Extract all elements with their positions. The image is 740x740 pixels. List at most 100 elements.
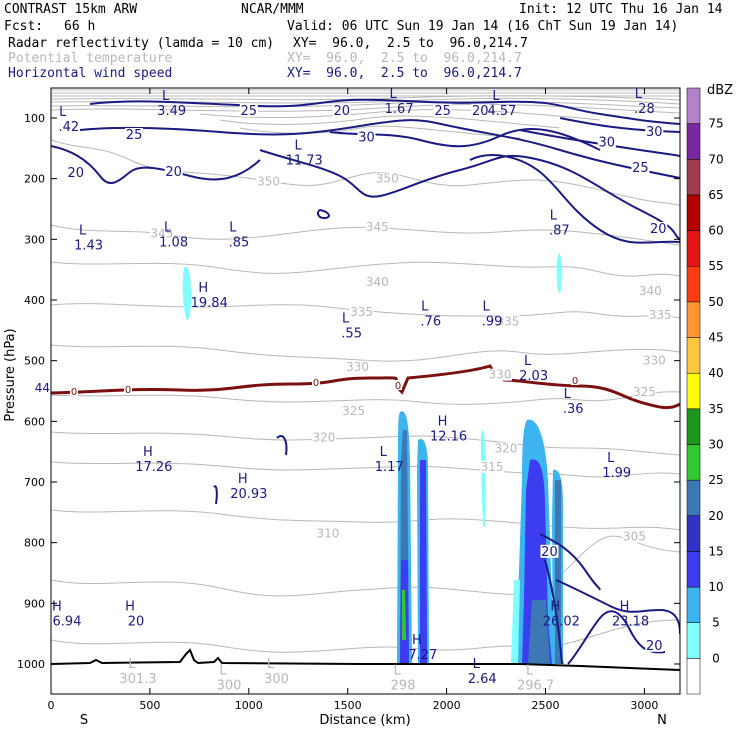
colorbar-level-12: 60 — [708, 224, 723, 238]
theta-label-13: 325 — [633, 385, 656, 399]
colorbar-level-3: 15 — [708, 544, 723, 558]
zero-label-1: 0 — [125, 385, 131, 396]
wind-20-loop-2 — [316, 208, 330, 220]
colorbar-level-9: 45 — [708, 331, 723, 345]
theta-305 — [51, 535, 680, 597]
theta-label-bg-10 — [488, 368, 513, 381]
theta-350 — [51, 139, 680, 206]
wind-label-13: 20 — [646, 639, 663, 654]
wind-label-6: 30 — [599, 135, 616, 150]
field-2-name: Potential temperature — [8, 51, 173, 66]
theta-label-bg-8 — [648, 309, 673, 322]
echo-2450km-shade — [528, 600, 550, 664]
theta-label-4: 340 — [366, 275, 389, 289]
x-tick-label-1: 500 — [139, 699, 160, 712]
wind-label-4: 25 — [126, 128, 143, 143]
marker-type-8: L — [229, 220, 237, 235]
zero-label-0: 0 — [71, 387, 77, 398]
fcst-value: 66 h — [64, 19, 96, 34]
theta-label-8: 335 — [649, 308, 672, 322]
zero-label-2: 0 — [313, 378, 319, 389]
marker-type-18: L — [380, 445, 388, 460]
extremum-label-layer: L3.49L1.67L4.57L.28L.42L11.73L1.43L1.08L… — [51, 87, 655, 693]
marker-type-21: H — [52, 600, 62, 615]
marker-value-31: 300 — [264, 672, 289, 687]
marker-value-6: 1.43 — [74, 238, 103, 253]
theta-label-bg-2 — [149, 227, 174, 240]
marker-type-30: L — [219, 663, 227, 678]
marker-type-15: L — [564, 387, 572, 402]
colorbar-level-14: 70 — [708, 152, 723, 166]
terrain-line — [51, 648, 680, 671]
echo-2350km — [511, 580, 520, 664]
zero-label-bg-3 — [394, 380, 402, 390]
wind-25-upper — [79, 119, 680, 179]
colorbar-swatch-2 — [686, 586, 701, 623]
colorbar-swatch-6 — [686, 444, 701, 481]
theta-330 — [51, 344, 680, 362]
theta-label-bg-4 — [365, 275, 390, 288]
marker-type-12: L — [421, 299, 429, 314]
marker-value-25: 7.27 — [408, 648, 437, 663]
theta-label-7: 335 — [496, 314, 519, 328]
theta-340 — [51, 261, 680, 277]
marker-value-11: .55 — [341, 326, 362, 341]
x-axis: 0 500 1000 1500 2000 2500 3000 — [48, 88, 658, 712]
colorbar-swatch-0 — [686, 658, 701, 695]
theta-325 — [51, 391, 680, 405]
marker-type-22: H — [125, 600, 135, 615]
marker-type-26: L — [473, 657, 481, 672]
marker-value-8: .85 — [229, 235, 250, 250]
marker-type-2: L — [492, 89, 500, 104]
theta-label-bg-3 — [365, 221, 390, 234]
wind-25-mid — [259, 149, 680, 241]
x-axis-label: Distance (km) — [319, 713, 410, 728]
marker-value-18: 1.17 — [375, 460, 404, 475]
marker-value-0: 3.49 — [157, 104, 186, 119]
echo-1780km-green — [402, 590, 406, 640]
wind-20-lower-3 — [539, 533, 601, 591]
wind-label-bg-5 — [357, 130, 376, 144]
zero-label-bg-0 — [70, 386, 78, 396]
theta-label-3: 345 — [366, 220, 389, 234]
wind-label-3: 20 — [472, 104, 489, 119]
marker-type-27: L — [128, 657, 136, 672]
marker-value-5: 11.73 — [286, 154, 323, 169]
wind-label-10: 25 — [632, 161, 649, 176]
marker-type-29: L — [526, 663, 534, 678]
zero-label-bg-4 — [571, 375, 579, 385]
marker-type-16: H — [438, 415, 448, 430]
marker-value-20: 20.93 — [230, 487, 267, 502]
x-tick-label-5: 2500 — [531, 699, 559, 712]
reflectivity-shading — [182, 253, 564, 664]
theta-label-12: 325 — [342, 404, 365, 418]
x-tick-label-4: 2000 — [433, 699, 461, 712]
wind-label-11: 20 — [650, 222, 667, 237]
theta-label-18: 305 — [623, 530, 646, 544]
marker-type-9: L — [550, 208, 558, 223]
field-3-name: Horizontal wind speed — [8, 66, 173, 81]
colorbar-level-0: 0 — [712, 651, 720, 665]
marker-value-14: 2.03 — [519, 369, 548, 384]
wind-20-lower-2 — [213, 485, 218, 505]
theta-label-16: 315 — [481, 460, 504, 474]
theta-label-5: 340 — [639, 284, 662, 298]
theta-label-bg-6 — [349, 306, 374, 319]
y-tick-label-9: 1000 — [17, 658, 45, 671]
wind-label-bg-6 — [597, 135, 616, 149]
wind-20-lower-5 — [544, 559, 563, 665]
colorbar-swatch-1 — [686, 622, 701, 659]
plot-frame — [50, 87, 681, 695]
colorbar: 0 5 10 15 20 25 30 35 40 45 50 55 60 65 70 75 — [686, 87, 724, 695]
field-1-name: Radar reflectivity (lamda = 10 cm) — [8, 36, 275, 51]
theta-300 — [51, 619, 680, 653]
wind-label-0: 25 — [241, 104, 258, 119]
wind-label-bg-7 — [645, 124, 664, 138]
marker-value-22: 20 — [128, 615, 145, 630]
wind-label-12: 20 — [541, 545, 558, 560]
marker-type-3: L — [635, 87, 643, 102]
marker-type-19: L — [607, 451, 615, 466]
marker-type-4: L — [59, 105, 67, 120]
colorbar-level-4: 20 — [708, 509, 723, 523]
marker-type-25: H — [412, 633, 422, 648]
